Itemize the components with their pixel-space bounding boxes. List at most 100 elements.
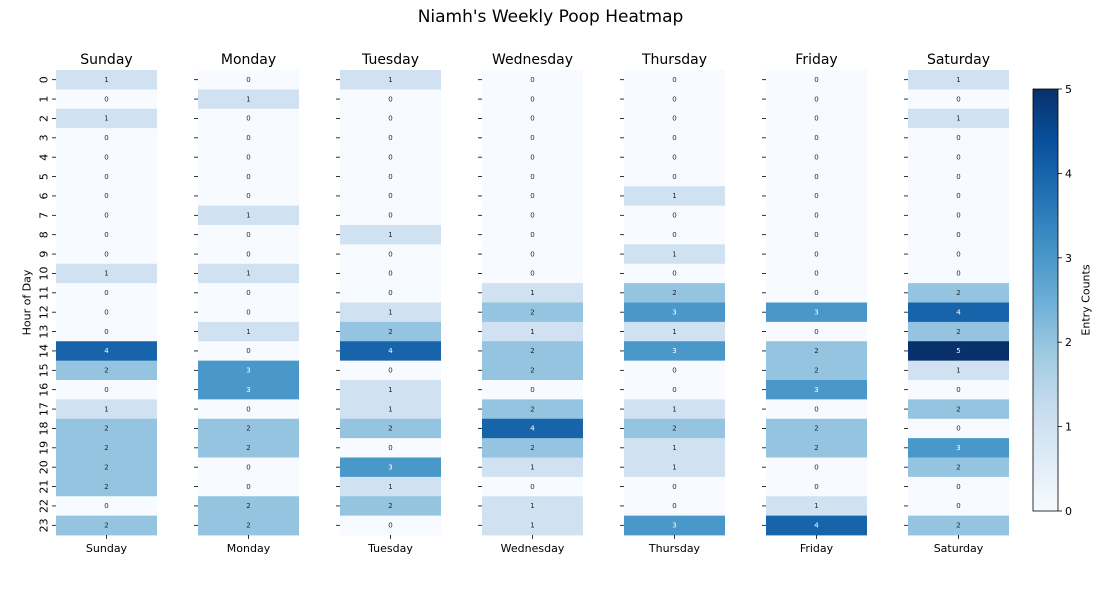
heatmap-cell (340, 496, 441, 517)
heatmap-cell (624, 108, 725, 129)
y-tick-label: 22 (38, 499, 51, 513)
y-tick-label: 14 (38, 344, 51, 358)
heatmap-cell (908, 283, 1009, 303)
heatmap-cell (908, 321, 1009, 342)
cell-label: 1 (388, 386, 392, 394)
heatmap-cell (624, 263, 725, 284)
y-tick-label: 1 (38, 96, 51, 103)
cell-label: 1 (246, 270, 250, 278)
cell-label: 0 (246, 308, 250, 316)
heatmap-cell (908, 225, 1009, 245)
heatmap-cell (56, 302, 157, 323)
cell-label: 2 (388, 502, 392, 510)
cell-label: 0 (814, 483, 818, 491)
heatmap-cell (482, 302, 583, 323)
heatmap-cell (56, 244, 157, 265)
heatmap-cell (624, 89, 725, 110)
cell-label: 0 (814, 270, 818, 278)
heatmap-cell (482, 457, 583, 478)
cell-label: 0 (956, 270, 960, 278)
heatmap-cell (482, 70, 583, 90)
cell-label: 0 (104, 328, 108, 336)
day-panel-friday: Friday 0 0 0 0 0 0 0 0 0 0 0 0 3 0 2 2 3 0 2 2 0 0 1 4 Friday (762, 52, 867, 555)
cell-label: 0 (246, 289, 250, 297)
heatmap-cell (340, 70, 441, 90)
cell-label: 0 (530, 250, 534, 258)
y-tick-label: 13 (38, 325, 51, 339)
heatmap-cell (482, 166, 583, 187)
heatmap-cell (340, 302, 441, 323)
cell-label: 0 (956, 153, 960, 161)
heatmap-cell (482, 147, 583, 168)
cell-label: 0 (956, 212, 960, 220)
cell-label: 0 (814, 231, 818, 239)
cell-label: 0 (246, 134, 250, 142)
cell-label: 4 (814, 522, 819, 530)
heatmap-cell (766, 360, 867, 381)
heatmap-cell (624, 186, 725, 207)
heatmap-cell (908, 476, 1009, 497)
heatmap-cell (482, 341, 583, 362)
cell-label: 0 (530, 115, 534, 123)
panel-title: Monday (221, 52, 276, 68)
panel-title: Friday (795, 52, 837, 68)
panel-title: Tuesday (361, 52, 419, 68)
cell-label: 1 (814, 502, 818, 510)
heatmap-cell (766, 418, 867, 439)
y-tick-label: 4 (38, 154, 51, 161)
x-tick-label: Wednesday (501, 542, 565, 555)
cell-label: 0 (956, 386, 960, 394)
cell-label: 1 (530, 522, 534, 530)
panel-title: Sunday (80, 52, 132, 68)
heatmap-cell (766, 341, 867, 362)
cell-label: 0 (104, 134, 108, 142)
heatmap-cell (624, 205, 725, 226)
cell-label: 0 (388, 522, 392, 530)
y-tick-label: 0 (38, 76, 51, 83)
heatmap-cell (56, 283, 157, 303)
heatmap-cell (908, 399, 1009, 420)
heatmap-cell (908, 108, 1009, 129)
heatmap-cell (766, 128, 867, 148)
day-panel-wednesday: Wednesday 0 0 0 0 0 0 0 0 0 0 0 1 2 1 2 2 0 2 4 2 1 0 1 1 Wednesd… (478, 52, 583, 555)
cell-label: 0 (814, 173, 818, 181)
y-tick-label: 8 (38, 231, 51, 238)
cell-label: 1 (672, 444, 676, 452)
heatmap-cell (482, 283, 583, 303)
heatmap-cell (766, 496, 867, 517)
cell-label: 0 (104, 192, 108, 200)
heatmap-cell (624, 360, 725, 381)
cell-label: 2 (956, 328, 960, 336)
heatmap-cell (766, 70, 867, 90)
heatmap-cell (908, 302, 1009, 323)
cell-label: 2 (530, 405, 534, 413)
heatmap-cell (624, 438, 725, 458)
y-tick-label: 23 (38, 518, 51, 532)
cell-label: 1 (104, 115, 108, 123)
cell-label: 2 (388, 328, 392, 336)
cell-label: 5 (956, 347, 960, 355)
cell-label: 0 (672, 231, 676, 239)
heatmap-cell (624, 283, 725, 303)
heatmap-cell (766, 515, 867, 536)
heatmap-cell (340, 360, 441, 381)
heatmap-cell (340, 263, 441, 284)
heatmap-cell (908, 418, 1009, 439)
cell-label: 0 (246, 76, 250, 84)
cell-label: 0 (388, 444, 392, 452)
heatmap-cell (908, 380, 1009, 400)
cell-label: 0 (956, 231, 960, 239)
cell-label: 0 (672, 153, 676, 161)
cell-label: 3 (246, 367, 250, 375)
x-tick-label: Monday (227, 542, 271, 555)
cell-label: 4 (956, 308, 961, 316)
heatmap-cell (198, 399, 299, 420)
heatmap-cell (766, 166, 867, 187)
cell-label: 3 (672, 308, 676, 316)
cell-label: 0 (672, 115, 676, 123)
cell-label: 0 (530, 386, 534, 394)
cell-label: 0 (814, 289, 818, 297)
heatmap-cell (340, 128, 441, 148)
colorbar-label: Entry Counts (1080, 264, 1093, 335)
heatmap-cell (766, 399, 867, 420)
